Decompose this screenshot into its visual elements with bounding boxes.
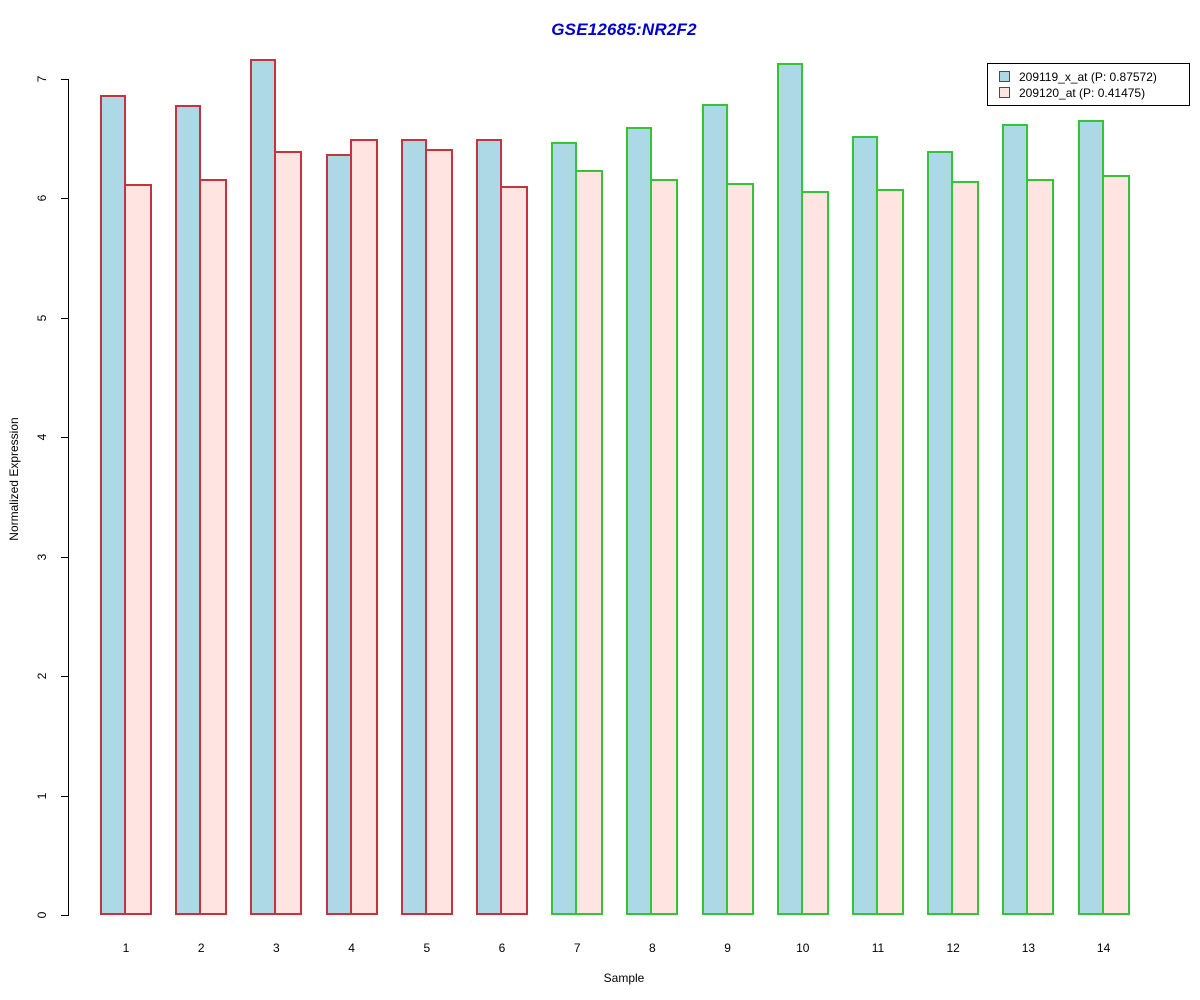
y-axis-tick — [61, 78, 68, 80]
bar-sample-14-series-2 — [1101, 174, 1130, 915]
y-axis-tick — [61, 317, 68, 319]
bar-sample-7-series-2 — [575, 169, 604, 915]
legend-item-209120_at: 209120_at (P: 0.41475) — [988, 86, 1189, 100]
bar-sample-2-series-1 — [175, 105, 202, 915]
bar-sample-10-series-2 — [800, 191, 829, 915]
y-tick-label: 3 — [35, 553, 49, 561]
bar-sample-14-series-1 — [1077, 119, 1104, 915]
y-tick-label: 7 — [35, 75, 49, 83]
bar-sample-8-series-2 — [650, 179, 679, 915]
x-tick-label: 7 — [573, 941, 581, 955]
bar-sample-12-series-1 — [927, 150, 954, 915]
x-tick-label: 8 — [649, 941, 656, 955]
y-tick-label: 6 — [35, 195, 49, 202]
bar-sample-13-series-2 — [1026, 179, 1055, 915]
x-tick-label: 10 — [796, 941, 810, 955]
y-tick-label: 0 — [35, 911, 49, 919]
bar-sample-3-series-1 — [250, 58, 277, 915]
x-tick-label: 14 — [1096, 941, 1111, 955]
bar-sample-4-series-1 — [325, 154, 352, 915]
y-axis-tick — [61, 437, 68, 439]
x-tick-label: 12 — [946, 941, 960, 955]
chart-title: GSE12685:NR2F2 — [551, 20, 697, 39]
y-axis-tick — [61, 198, 68, 200]
bar-sample-7-series-1 — [551, 142, 578, 915]
x-tick-label: 4 — [348, 941, 355, 955]
x-tick-label: 6 — [498, 941, 506, 955]
y-axis-tick — [61, 915, 68, 916]
y-axis-tick — [61, 556, 68, 558]
x-tick-label: 1 — [122, 941, 130, 955]
x-tick-label: 3 — [273, 941, 280, 955]
bar-sample-9-series-1 — [701, 104, 728, 915]
x-tick-label: 11 — [871, 941, 885, 955]
legend-swatch-209119_x_at — [999, 71, 1010, 82]
bar-sample-6-series-2 — [500, 186, 528, 915]
bar-sample-5-series-2 — [424, 149, 453, 915]
legend: 209119_x_at (P: 0.87572) 209120_at (P: 0… — [987, 63, 1190, 106]
legend-label-209119_x_at: 209119_x_at (P: 0.87572) — [1019, 69, 1157, 84]
bar-sample-9-series-2 — [725, 182, 754, 915]
bar-sample-3-series-2 — [274, 150, 303, 915]
y-tick-label: 5 — [35, 314, 49, 322]
bar-sample-1-series-2 — [124, 184, 152, 915]
bar-sample-12-series-2 — [951, 180, 980, 915]
y-tick-label: 4 — [35, 433, 49, 441]
x-tick-label: 13 — [1021, 941, 1036, 955]
legend-item-209119_x_at: 209119_x_at (P: 0.87572) — [988, 70, 1189, 84]
bar-sample-13-series-1 — [1002, 124, 1029, 915]
bar-sample-10-series-1 — [776, 63, 803, 915]
y-axis-tick — [61, 676, 68, 678]
bar-sample-11-series-2 — [876, 188, 904, 915]
bar-sample-2-series-2 — [199, 179, 228, 915]
x-tick-label: 9 — [724, 941, 731, 955]
legend-label-209120_at: 209120_at (P: 0.41475) — [1019, 85, 1146, 100]
x-axis-label: Sample — [603, 971, 645, 985]
legend-swatch-209120_at — [999, 87, 1010, 98]
y-tick-label: 2 — [35, 672, 49, 680]
bar-sample-8-series-1 — [626, 126, 653, 915]
x-tick-label: 2 — [197, 941, 205, 955]
bar-sample-6-series-1 — [476, 138, 502, 915]
y-axis-tick — [61, 795, 68, 797]
bar-sample-11-series-1 — [852, 136, 878, 915]
bar-sample-4-series-2 — [349, 138, 378, 915]
bar-sample-1-series-1 — [100, 94, 126, 915]
y-tick-label: 1 — [35, 792, 49, 799]
bar-sample-5-series-1 — [400, 138, 427, 915]
x-tick-label: 5 — [423, 941, 431, 955]
y-axis-line — [68, 78, 69, 916]
